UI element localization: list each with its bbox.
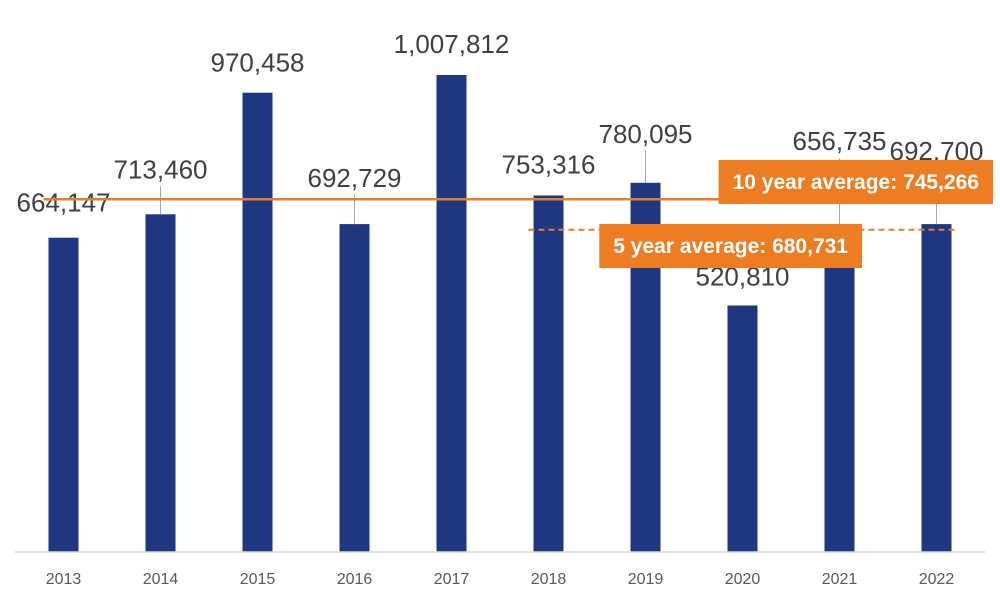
bar-2014 <box>145 214 176 553</box>
bar-2013 <box>48 237 79 552</box>
data-label-2013: 664,147 <box>17 188 111 218</box>
x-tick-label-2016: 2016 <box>337 571 373 588</box>
ten-year-average-callout: 10 year average: 745,266 <box>718 160 993 204</box>
x-tick-label-2021: 2021 <box>822 571 858 588</box>
x-tick-label-2017: 2017 <box>434 571 470 588</box>
data-label-2018: 753,316 <box>502 150 596 180</box>
data-label-2017: 1,007,812 <box>394 29 510 59</box>
data-label-2019: 780,095 <box>599 119 693 149</box>
bar-2015 <box>242 92 273 552</box>
x-tick-label-2015: 2015 <box>240 571 276 588</box>
data-label-2021: 656,735 <box>793 126 887 156</box>
five-year-average-callout: 5 year average: 680,731 <box>599 224 862 268</box>
ten-year-average-box <box>718 160 993 204</box>
x-tick-label-2018: 2018 <box>531 571 567 588</box>
data-label-2014: 713,460 <box>114 154 208 184</box>
data-label-2015: 970,458 <box>211 48 305 78</box>
x-tick-label-2020: 2020 <box>725 571 761 588</box>
x-tick-label-2022: 2022 <box>919 571 955 588</box>
five-year-average-label: 5 year average: 680,731 <box>613 235 848 258</box>
bar-2021 <box>824 241 855 552</box>
x-tick-label-2014: 2014 <box>143 571 179 588</box>
bar-2020 <box>727 305 758 552</box>
bar-2016 <box>339 224 370 552</box>
x-tick-label-2013: 2013 <box>46 571 82 588</box>
bar-2017 <box>436 75 467 552</box>
bars-group <box>48 75 952 553</box>
x-tick-labels-group: 2013 2014 2015 2016 2017 2018 2019 2020 2021 2022 <box>46 571 955 588</box>
x-tick-label-2019: 2019 <box>628 571 664 588</box>
bar-2022 <box>921 224 952 552</box>
data-label-2016: 692,729 <box>308 163 402 193</box>
five-year-average-box <box>599 224 862 268</box>
ten-year-average-label: 10 year average: 745,266 <box>733 171 979 194</box>
bar-2018 <box>533 195 564 552</box>
